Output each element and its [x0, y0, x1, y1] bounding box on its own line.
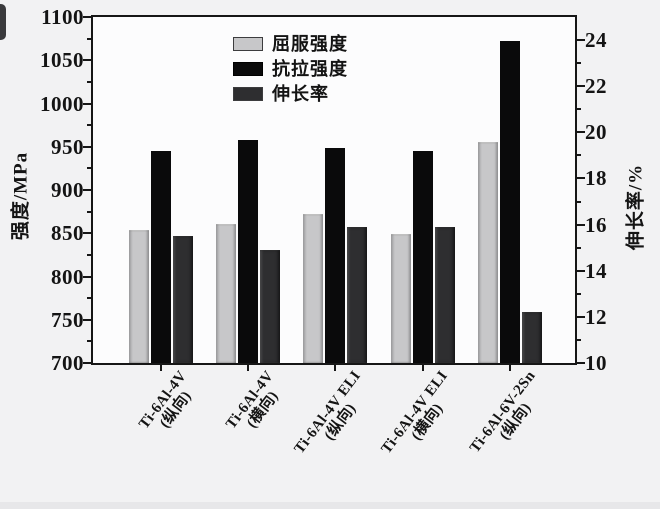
right-axis-tick-label: 24	[585, 28, 607, 53]
right-axis-major-tick	[577, 85, 585, 88]
right-axis-major-tick	[577, 315, 585, 318]
left-axis-minor-tick	[87, 340, 91, 343]
legend-label: 伸长率	[272, 83, 329, 104]
right-axis-tick-label: 10	[585, 351, 607, 375]
left-axis-minor-tick	[87, 253, 91, 256]
right-axis-tick-label: 12	[585, 304, 607, 329]
right-axis-major-tick	[577, 177, 585, 180]
bar-伸长率-group4	[434, 226, 455, 363]
bar-伸长率-group3	[347, 226, 368, 363]
bar-伸长率-group1	[173, 236, 193, 363]
x-axis-tick	[334, 365, 337, 371]
right-axis-minor-tick	[577, 338, 581, 341]
left-axis-minor-tick	[87, 297, 91, 300]
left-axis-major-tick	[83, 16, 91, 18]
left-axis-major-tick	[83, 59, 91, 62]
right-axis-major-tick	[577, 223, 585, 226]
left-axis-tick-label: 1050	[40, 48, 84, 73]
right-axis-major-tick	[577, 39, 585, 42]
bar-屈服强度-group3	[303, 214, 324, 363]
right-axis-tick-label: 18	[585, 166, 607, 191]
bar-抗拉强度-group2	[238, 139, 259, 363]
left-axis-tick-label: 800	[51, 264, 84, 289]
right-axis-minor-tick	[577, 62, 581, 65]
left-axis-minor-tick	[87, 124, 91, 127]
x-category-label: Ti-6Al-6V-2Sn (纵向)	[467, 368, 552, 466]
right-axis-minor-tick	[577, 246, 581, 249]
legend-item-tensile: 抗拉强度	[233, 56, 348, 81]
left-axis-major-tick	[83, 145, 91, 148]
left-axis-tick-label: 850	[51, 221, 84, 246]
right-axis-major-tick	[577, 131, 585, 134]
x-category-label: Ti-6Al-4V (横向)	[223, 368, 290, 442]
right-axis-minor-tick	[577, 292, 581, 295]
right-axis-minor-tick	[577, 154, 581, 157]
bar-屈服强度-group4	[390, 234, 411, 363]
left-axis-major-tick	[83, 275, 91, 278]
right-axis-tick-label: 22	[585, 74, 607, 99]
legend-swatch-elongation	[233, 86, 263, 101]
legend-label: 屈服强度	[272, 33, 348, 54]
plot-area	[91, 15, 577, 365]
left-axis-major-tick	[83, 232, 91, 235]
left-axis-minor-tick	[87, 37, 91, 40]
left-axis-tick-label: 900	[51, 178, 84, 202]
bar-屈服强度-group1	[129, 229, 149, 363]
legend-label: 抗拉强度	[272, 58, 348, 79]
left-axis-major-tick	[83, 102, 91, 105]
left-axis-tick-label: 1100	[41, 5, 84, 29]
left-axis-minor-tick	[87, 167, 91, 170]
left-axis-minor-tick	[87, 80, 91, 83]
bar-伸长率-group5	[521, 312, 542, 363]
x-axis-tick	[508, 365, 511, 371]
bar-屈服强度-group2	[216, 223, 237, 363]
bar-抗拉强度-group1	[151, 151, 171, 363]
right-axis-tick-label: 16	[585, 212, 607, 237]
right-axis-tick-label: 14	[585, 258, 607, 283]
x-category-label: Ti-6Al-4V ELI (横向)	[379, 368, 464, 467]
right-axis-major-tick	[577, 269, 585, 272]
right-axis-minor-tick	[577, 108, 581, 111]
window-corner-artifact	[0, 4, 6, 40]
x-axis-tick	[160, 365, 162, 371]
x-axis-tick	[421, 365, 424, 371]
left-axis-tick-label: 750	[51, 307, 84, 332]
left-axis-major-tick	[83, 362, 91, 364]
legend-swatch-tensile-strength	[233, 61, 263, 76]
left-axis-tick-label: 950	[51, 134, 84, 159]
bar-抗拉强度-group4	[412, 151, 433, 363]
left-axis-minor-tick	[87, 210, 91, 213]
left-axis-major-tick	[83, 318, 91, 321]
legend-item-yield: 屈服强度	[233, 31, 348, 56]
x-category-label: Ti-6Al-4V (纵向)	[136, 368, 203, 442]
bar-伸长率-group2	[260, 249, 281, 363]
right-axis-major-tick	[577, 362, 585, 364]
bar-抗拉强度-group5	[499, 41, 520, 363]
left-axis-major-tick	[83, 189, 91, 191]
legend: 屈服强度 抗拉强度 伸长率	[233, 31, 348, 106]
left-axis-tick-label: 1000	[40, 91, 84, 116]
bar-抗拉强度-group3	[325, 147, 346, 363]
right-axis-minor-tick	[577, 200, 581, 203]
bar-屈服强度-group5	[477, 141, 498, 363]
right-axis-tick-label: 20	[585, 120, 607, 145]
x-axis-tick	[247, 365, 250, 371]
x-category-label: Ti-6Al-4V ELI (纵向)	[292, 368, 377, 467]
legend-item-elongation: 伸长率	[233, 81, 348, 106]
legend-swatch-yield-strength	[233, 36, 263, 51]
left-axis-tick-label: 700	[51, 351, 84, 375]
